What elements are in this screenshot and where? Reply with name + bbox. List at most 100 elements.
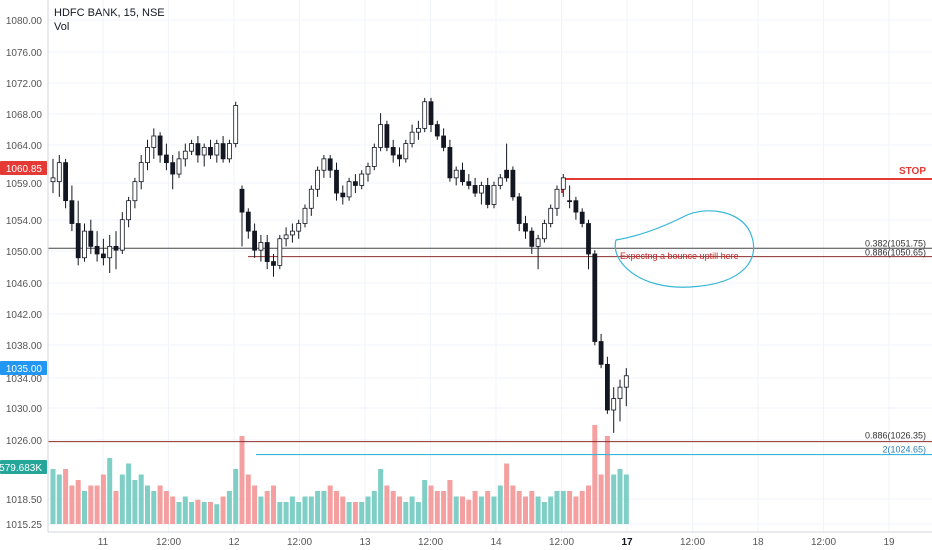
candle-body — [529, 230, 535, 247]
candle-body — [220, 143, 226, 160]
volume-bar — [315, 491, 321, 524]
candle-body — [605, 363, 610, 411]
candle-body — [195, 143, 201, 156]
candle-body — [415, 127, 421, 133]
candle-body — [617, 386, 623, 399]
candle-body — [88, 230, 94, 247]
price-tick-label: 1068.00 — [6, 110, 43, 121]
candle-body — [466, 181, 472, 186]
volume-bar — [466, 499, 472, 524]
volume-bar — [541, 502, 547, 524]
volume-bar — [617, 469, 623, 524]
volume-bar — [271, 485, 276, 524]
time-axis[interactable]: 11 12:00 12 12:00 13 12:00 14 12:00 17 12:00 18 12:… — [48, 531, 932, 548]
chart-header: HDFC BANK, 15, NSE Vol — [54, 6, 165, 34]
volume-bar — [195, 499, 201, 524]
candle-body — [271, 261, 276, 266]
candle-body — [623, 375, 629, 388]
candle-body — [542, 223, 547, 240]
volume-bar — [100, 474, 106, 524]
candle-body — [264, 242, 270, 262]
volume-bar — [220, 496, 226, 524]
price-tick-label: 1076.00 — [6, 48, 43, 59]
volume-bar — [548, 496, 554, 524]
volume-bar — [390, 491, 396, 524]
volume-bar — [485, 491, 491, 524]
candle-body — [82, 230, 87, 259]
candle-body — [56, 162, 62, 183]
candle-body — [460, 169, 465, 183]
candle-body — [189, 143, 195, 152]
volume-bar — [239, 436, 245, 524]
annotation-text: Expectng a bounce uptill here — [620, 251, 739, 261]
candle-body — [327, 158, 333, 171]
volume-bar — [189, 502, 195, 524]
candle-body — [434, 124, 440, 137]
symbol-title: HDFC BANK, 15, NSE — [54, 7, 165, 19]
volume-bar — [428, 485, 434, 524]
annotation-group: Expectng a bounce uptill here — [614, 210, 755, 288]
candle-body — [365, 166, 371, 175]
candle-body — [592, 253, 598, 342]
volume-bar — [327, 485, 333, 524]
candle-body — [277, 238, 283, 266]
volume-bar — [516, 491, 522, 524]
candle-body — [170, 162, 176, 175]
volume-bar — [245, 474, 251, 524]
candle-body — [428, 101, 434, 125]
volume-bar — [504, 463, 510, 524]
candle-body — [107, 245, 113, 259]
volume-bar — [69, 485, 75, 524]
volume-bar — [283, 502, 289, 524]
candle-body — [113, 245, 119, 251]
volume-bar — [422, 480, 428, 524]
volume-bar — [497, 485, 503, 524]
candle-body — [321, 158, 327, 171]
candle-body — [214, 143, 220, 156]
volume-bar — [359, 502, 365, 524]
volume-bar — [151, 491, 157, 524]
candle-body — [201, 147, 207, 156]
volume-bar — [623, 474, 629, 524]
volume-bar — [157, 485, 163, 524]
volume-bar — [88, 485, 94, 524]
candle-body — [560, 177, 566, 190]
candle-body — [598, 341, 604, 365]
volume-bar — [277, 502, 283, 524]
price-tick-label: 1042.00 — [6, 310, 43, 321]
price-tick-label: 1064.00 — [6, 141, 43, 152]
price-axis[interactable]: 1080.00 1076.00 1072.00 1068.00 1064.00 1059.… — [0, 0, 49, 532]
candle-body — [145, 147, 150, 164]
candle-body — [94, 245, 100, 255]
volume-badge-bg — [0, 460, 47, 474]
volume-bar — [371, 491, 377, 524]
time-tick-label: 12:00 — [156, 537, 181, 548]
candle-body — [447, 147, 453, 179]
candle-body — [441, 135, 447, 148]
volume-bar — [604, 436, 610, 524]
volume-bar — [567, 491, 573, 524]
candle-body — [378, 124, 384, 148]
volume-bar — [113, 491, 119, 524]
volume-bar — [214, 504, 220, 524]
volume-bar — [340, 496, 346, 524]
candle-body — [510, 169, 516, 198]
time-tick-label: 12:00 — [418, 537, 443, 548]
volume-bar — [397, 496, 402, 524]
candle-body — [182, 150, 188, 160]
candle-body — [371, 147, 377, 167]
volume-bar — [182, 496, 188, 524]
volume-bar — [352, 502, 358, 524]
candle-body — [283, 234, 289, 240]
price-tick-label: 1080.00 — [6, 16, 43, 27]
price-tick-label: 1026.00 — [6, 436, 43, 447]
volume-bar — [598, 474, 604, 524]
volume-bar — [201, 502, 207, 524]
volume-bar — [365, 496, 371, 524]
candle-body — [573, 200, 579, 213]
volume-bar — [447, 480, 453, 524]
volume-bar — [126, 463, 132, 524]
time-tick-label: 14 — [490, 537, 502, 548]
volume-bar — [472, 491, 478, 524]
